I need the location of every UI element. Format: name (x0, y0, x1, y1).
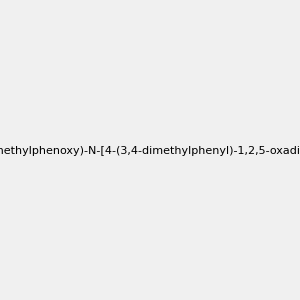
Text: 2-(4-chloro-3,5-dimethylphenoxy)-N-[4-(3,4-dimethylphenyl)-1,2,5-oxadiazol-3-yl]: 2-(4-chloro-3,5-dimethylphenoxy)-N-[4-(3… (0, 146, 300, 157)
